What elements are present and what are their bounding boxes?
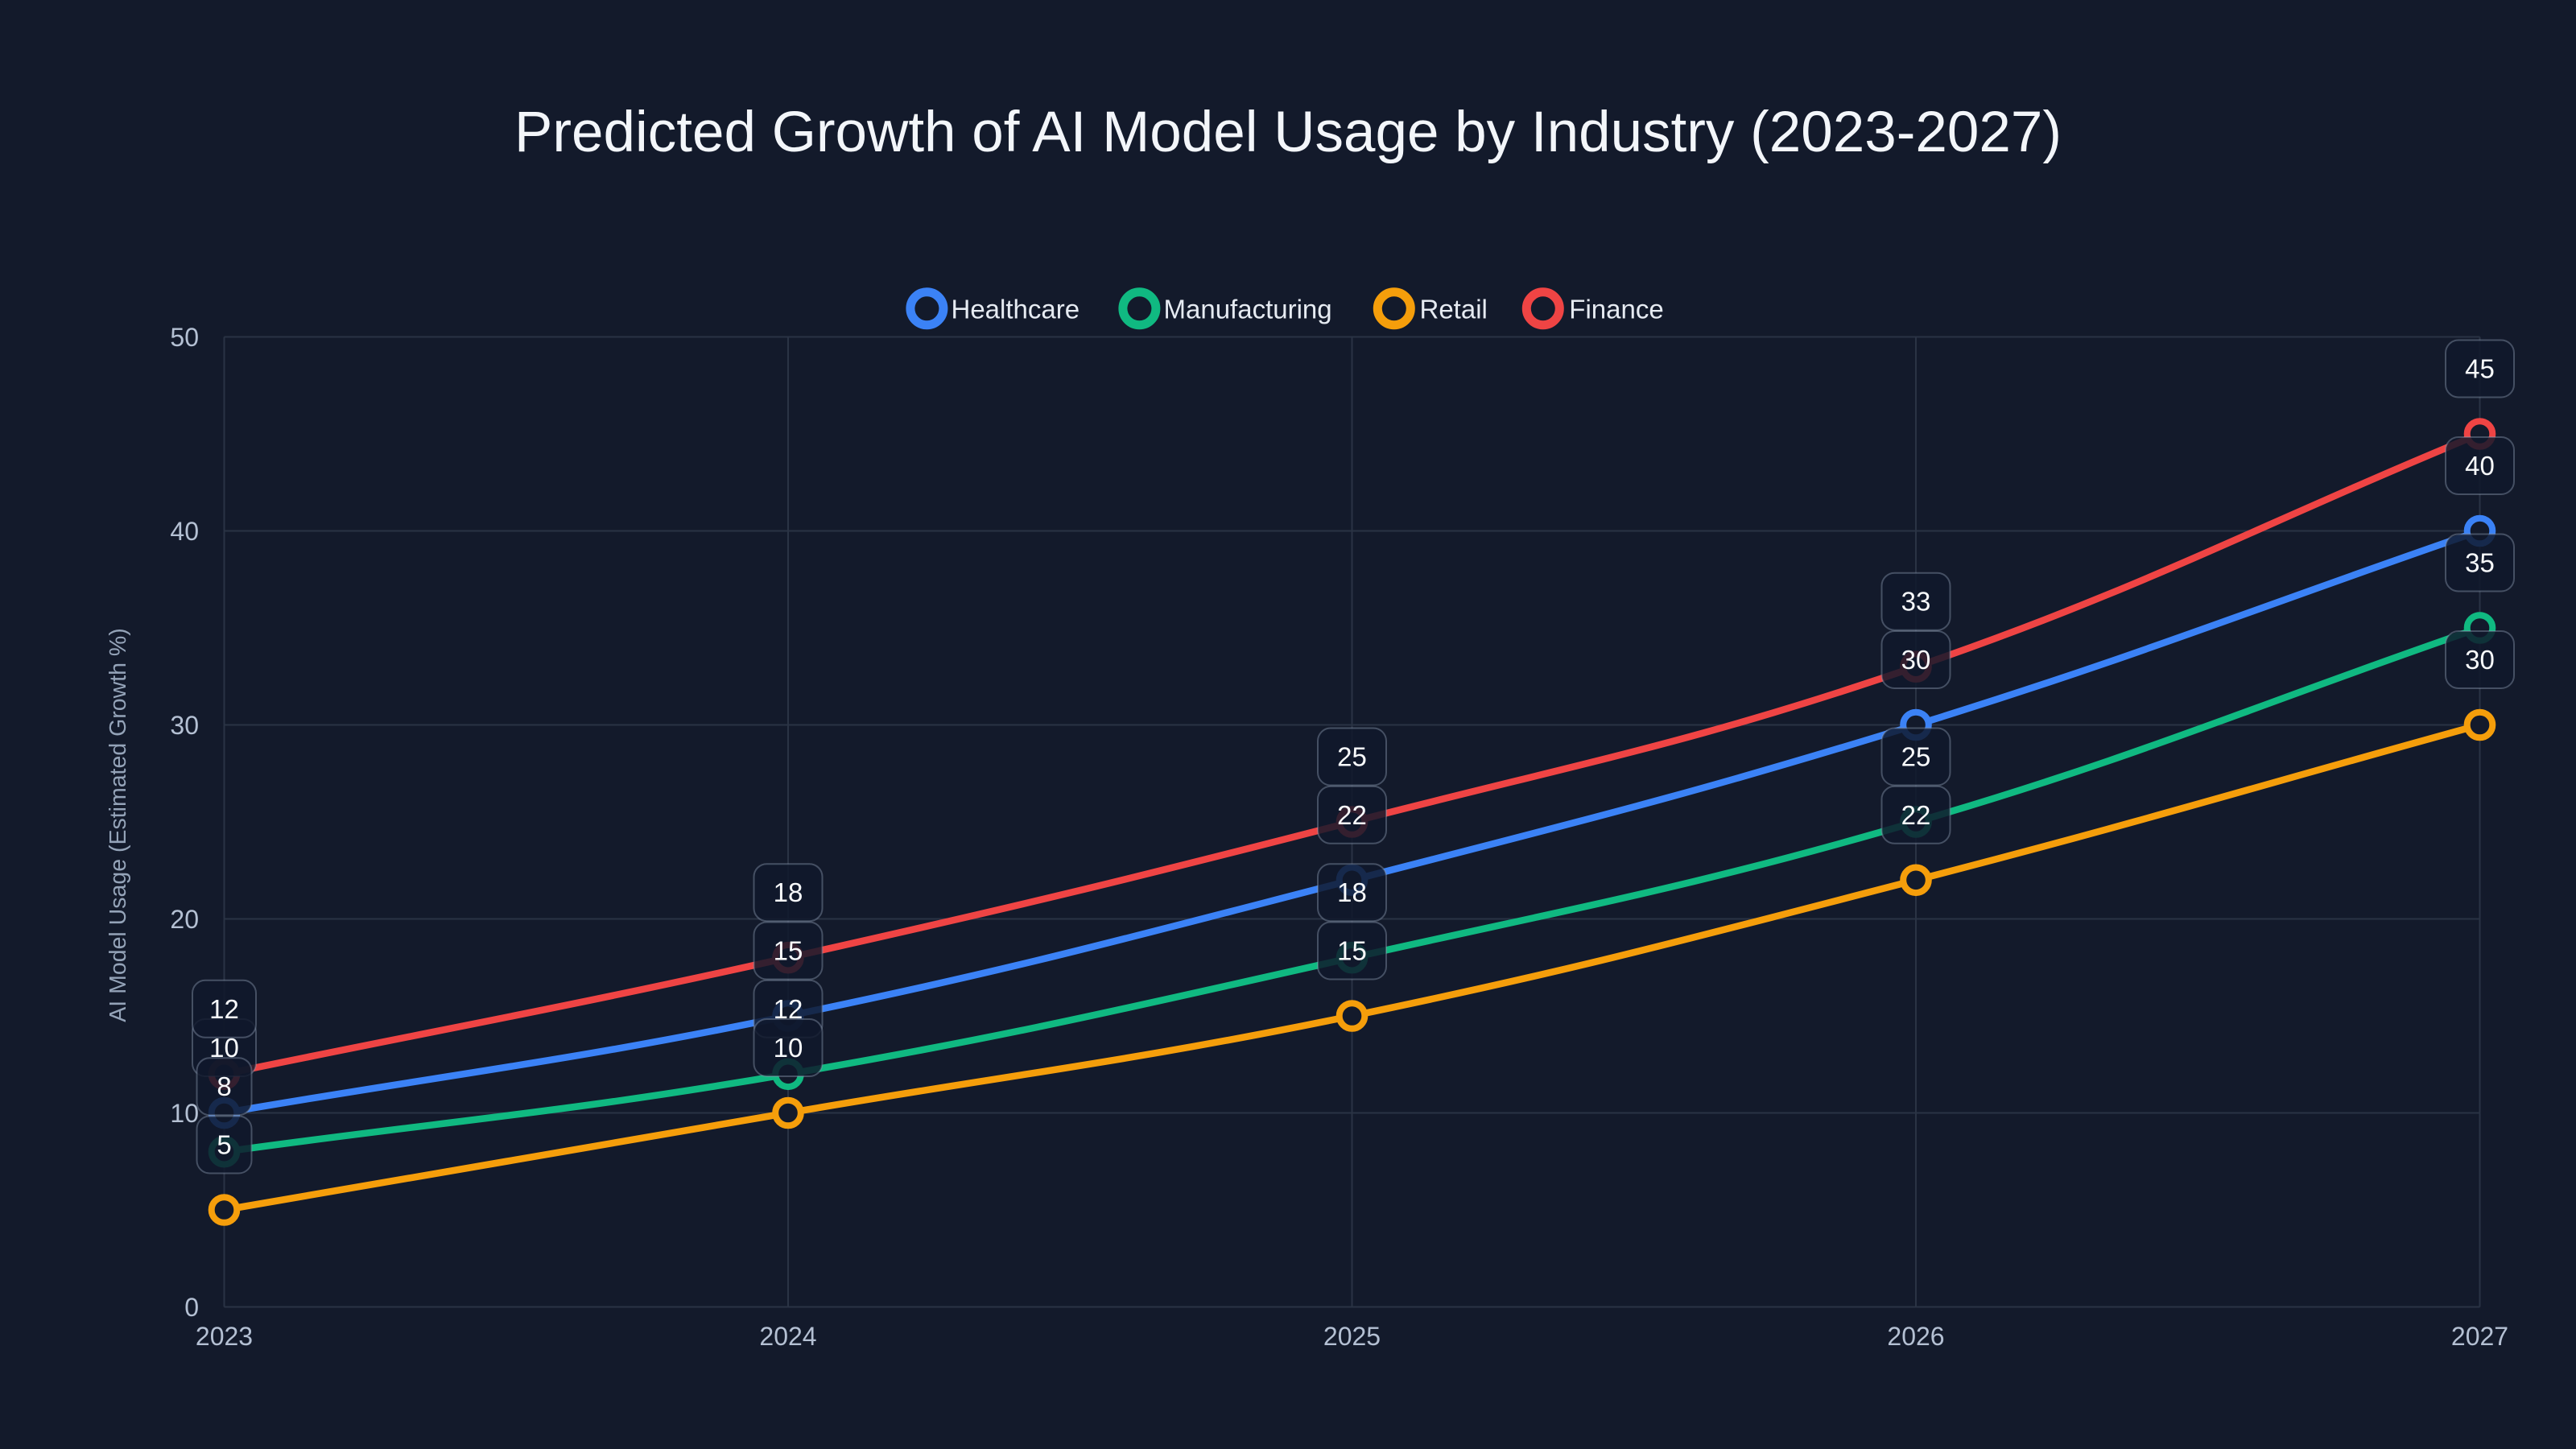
svg-text:22: 22 [1901,800,1931,830]
svg-text:25: 25 [1337,742,1367,772]
svg-text:25: 25 [1901,742,1931,772]
svg-text:18: 18 [774,877,803,907]
svg-text:10: 10 [209,1033,239,1063]
svg-text:5: 5 [217,1130,231,1160]
svg-text:Manufacturing: Manufacturing [1164,295,1332,324]
svg-text:45: 45 [2465,354,2495,384]
svg-text:30: 30 [170,711,199,740]
svg-text:18: 18 [1337,877,1367,907]
svg-text:30: 30 [1901,645,1931,675]
svg-text:10: 10 [774,1033,803,1063]
svg-text:2026: 2026 [1887,1322,1944,1351]
svg-text:15: 15 [1337,936,1367,966]
svg-text:22: 22 [1337,800,1367,830]
svg-text:40: 40 [170,517,199,546]
svg-text:AI Model Usage (Estimated Grow: AI Model Usage (Estimated Growth %) [105,628,131,1022]
svg-text:2025: 2025 [1323,1322,1381,1351]
svg-text:2027: 2027 [2451,1322,2508,1351]
svg-text:Healthcare: Healthcare [952,295,1080,324]
svg-text:50: 50 [170,323,199,352]
svg-text:8: 8 [217,1071,231,1101]
svg-text:Predicted Growth of AI Model U: Predicted Growth of AI Model Usage by In… [514,101,2062,164]
svg-text:30: 30 [2465,645,2495,675]
svg-text:12: 12 [209,994,239,1024]
svg-text:2024: 2024 [759,1322,816,1351]
svg-text:15: 15 [774,936,803,966]
svg-text:20: 20 [170,905,199,934]
svg-text:12: 12 [774,994,803,1024]
svg-text:Retail: Retail [1420,295,1488,324]
svg-text:10: 10 [170,1099,199,1128]
svg-text:0: 0 [184,1293,199,1322]
svg-text:2023: 2023 [196,1322,253,1351]
svg-text:40: 40 [2465,451,2495,481]
svg-text:33: 33 [1901,587,1931,617]
svg-text:35: 35 [2465,548,2495,578]
svg-text:Finance: Finance [1569,295,1663,324]
